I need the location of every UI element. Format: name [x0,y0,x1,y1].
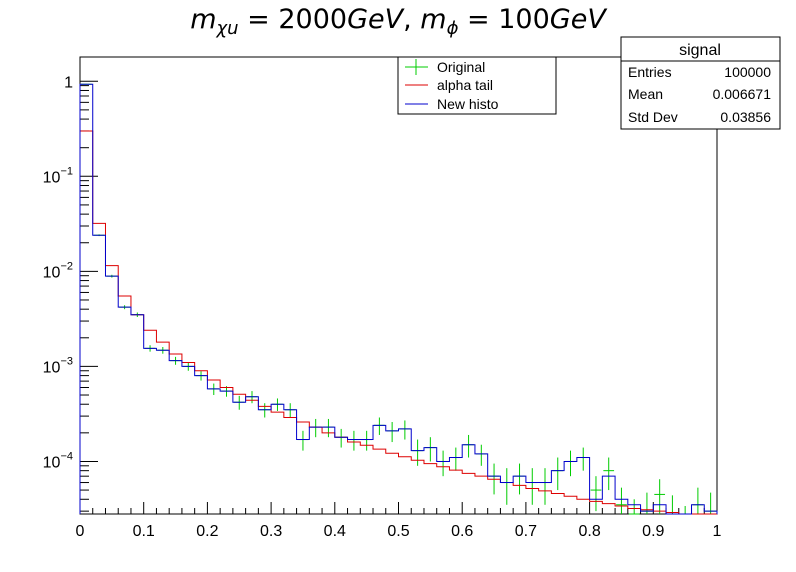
stats-entries-label: Entries [628,64,672,80]
y-tick-label: 10−2 [43,260,73,281]
series-new-histo [79,83,718,515]
legend-label-original: Original [437,59,485,75]
data-point [284,403,296,418]
stats-entries-value: 100000 [724,64,771,80]
legend-entry-new-histo: New histo [405,96,499,112]
data-point [501,468,513,505]
x-tick-label: 0.8 [578,523,600,540]
data-point [565,450,576,477]
data-point [323,418,334,438]
x-tick-label: 0.5 [387,523,409,540]
y-axis-ticks [80,80,98,512]
x-axis-labels: 0 0.1 0.2 0.3 0.4 0.5 0.6 0.7 0.8 0.9 1 [76,523,722,540]
data-point [233,395,245,410]
y-tick-label: 10−4 [43,450,73,471]
data-point [514,463,525,495]
x-tick-label: 0 [76,523,85,540]
legend-label-new-histo: New histo [437,96,499,112]
data-point [450,447,462,471]
data-point [526,468,538,505]
x-tick-label: 0.9 [642,523,664,540]
legend-entry-original: Original [405,59,485,75]
data-point [424,437,436,462]
data-point [463,434,474,458]
data-point [348,430,360,451]
data-point [679,505,691,515]
stats-box-frame [620,36,781,130]
x-tick-label: 0.7 [515,523,537,540]
data-point [310,418,322,438]
data-point [297,430,309,451]
data-point [539,468,551,505]
data-point [259,403,271,418]
data-point [399,420,411,440]
stats-title: signal [679,42,721,59]
series-alpha-tail [79,130,717,515]
data-point [654,479,666,514]
data-point [577,447,589,471]
data-point [361,430,373,451]
x-tick-label: 0.2 [196,523,218,540]
data-point [437,450,449,477]
x-tick-label: 0.3 [260,523,282,540]
y-tick-label: 1 [64,74,73,91]
y-axis-labels: 10−4 10−3 10−2 10−1 1 [43,74,73,471]
data-point [692,487,704,514]
chart-title: mχu = 2000GeV, mϕ = 100GeV [190,4,608,39]
y-tick-label: 10−3 [43,355,73,376]
data-point [667,495,678,515]
legend-entry-alpha-tail: alpha tail [405,77,493,93]
legend-label-alpha-tail: alpha tail [437,77,493,93]
stats-stddev-value: 0.03856 [720,109,771,125]
data-point [412,439,423,466]
x-tick-label: 1 [713,523,722,540]
x-tick-label: 0.6 [451,523,473,540]
series-original [81,83,716,515]
data-point [475,444,487,466]
x-tick-label: 0.1 [133,523,155,540]
data-point [628,499,640,515]
y-tick-label: 10−1 [43,165,73,186]
stats-stddev-label: Std Dev [628,109,678,125]
data-point [603,457,615,491]
data-point [374,417,385,435]
data-point [335,428,347,448]
legend: Original alpha tail New histo [397,56,557,115]
x-tick-label: 0.4 [324,523,346,540]
stats-mean-value: 0.006671 [713,86,772,102]
series-layer [79,83,718,515]
data-point [590,476,602,512]
data-point [616,487,627,514]
stats-mean-label: Mean [628,86,663,102]
data-point [386,422,398,443]
data-point [552,457,564,491]
stats-box: signal Entries 100000 Mean 0.006671 Std … [620,36,781,130]
